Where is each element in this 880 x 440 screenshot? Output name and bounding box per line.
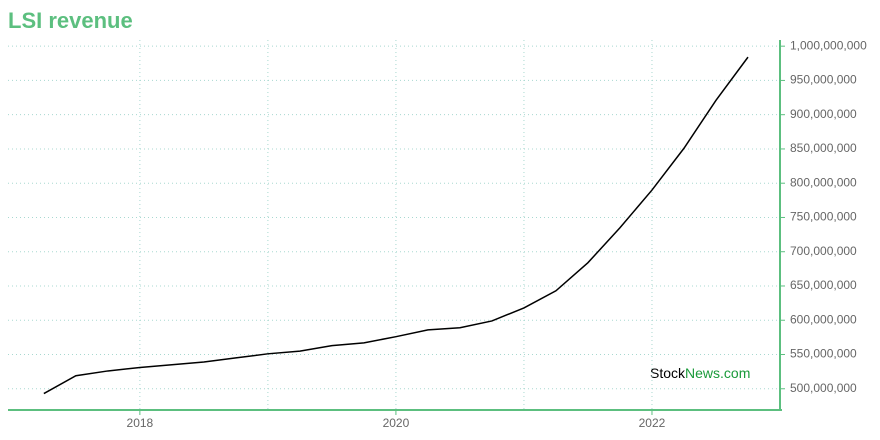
y-tick-label: 800,000,000 [790, 175, 857, 189]
x-tick-label: 2020 [383, 416, 410, 430]
watermark: StockNews.com [650, 365, 750, 381]
y-tick-label: 650,000,000 [790, 278, 857, 292]
y-tick-label: 850,000,000 [790, 141, 857, 155]
watermark-part: News.com [685, 365, 750, 381]
line [43, 56, 749, 395]
y-tick-label: 500,000,000 [790, 381, 857, 395]
chart-title: LSI revenue [8, 8, 133, 33]
watermark-part: Stock [650, 365, 686, 381]
y-tick-label: 950,000,000 [790, 73, 857, 87]
y-tick-label: 550,000,000 [790, 347, 857, 361]
x-tick-label: 2018 [127, 416, 154, 430]
y-tick-label: 700,000,000 [790, 244, 857, 258]
y-tick-label: 750,000,000 [790, 210, 857, 224]
y-tick-label: 600,000,000 [790, 312, 857, 326]
y-tick-label: 1,000,000,000 [790, 38, 867, 52]
y-tick-label: 900,000,000 [790, 107, 857, 121]
x-tick-label: 2022 [639, 416, 666, 430]
